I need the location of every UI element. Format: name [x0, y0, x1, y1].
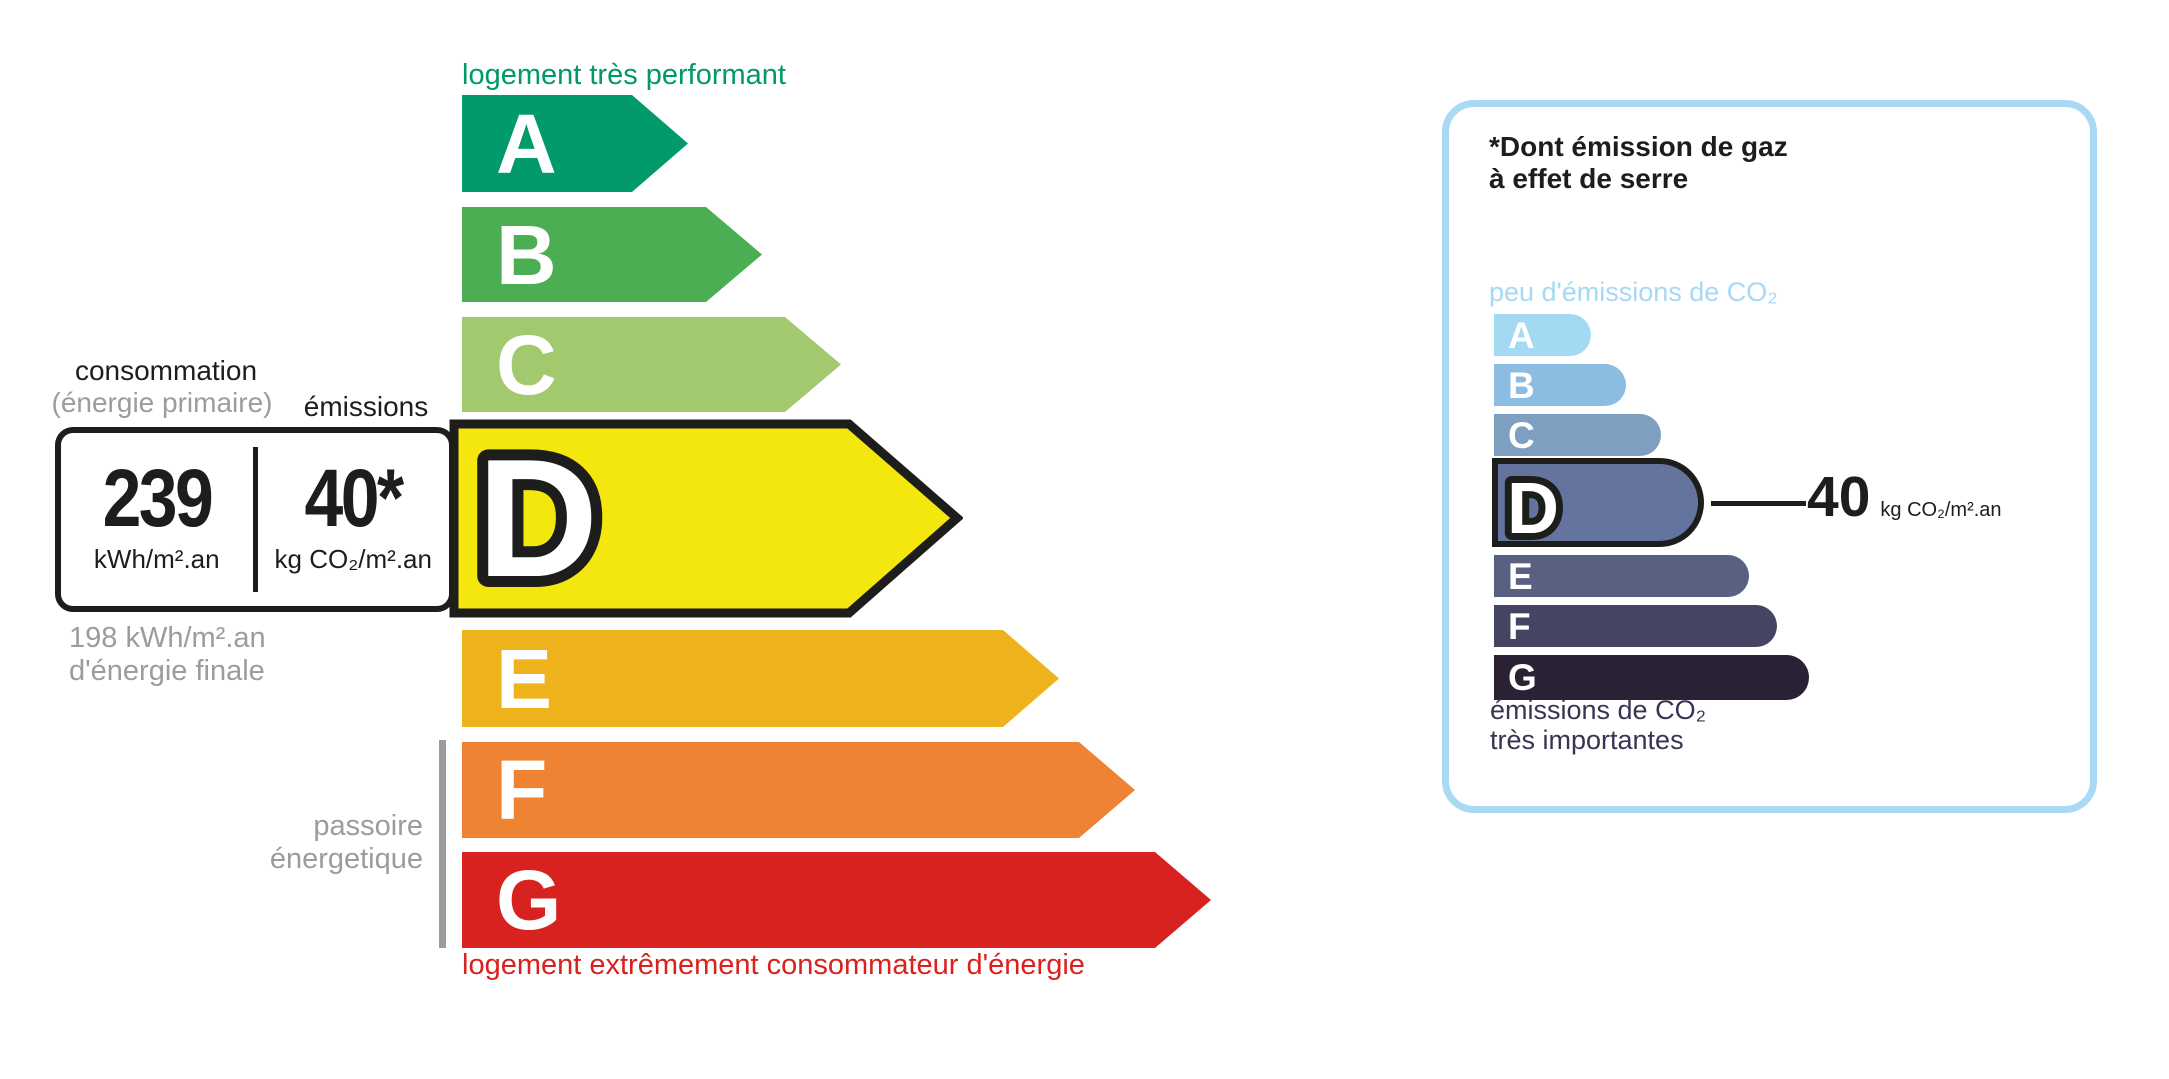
- co2-class-bar-b: B: [1494, 364, 1626, 406]
- energy-class-bar-c: C: [462, 317, 841, 412]
- co2-value-group: 40 kg CO₂/m².an: [1807, 469, 2002, 526]
- co2-scale-top-label: peu d'émissions de CO₂: [1489, 277, 1778, 307]
- emissions-unit: kg CO₂/m².an: [274, 544, 432, 574]
- co2-panel-title: *Dont émission de gaz à effet de serre: [1489, 131, 1788, 195]
- co2-bottom-line1: émissions de CO₂: [1490, 695, 1707, 725]
- primary-energy-subheader: (énergie primaire): [51, 387, 273, 418]
- consumption-emissions-box: 239 kWh/m².an 40* kg CO₂/m².an: [55, 427, 455, 612]
- energy-class-bar-letter: A: [496, 96, 557, 191]
- final-energy-line1: 198 kWh/m².an: [69, 622, 266, 654]
- consumption-header: consommation: [74, 355, 258, 386]
- selected-energy-letter-outline: D: [477, 424, 598, 612]
- co2-class-bar-a: A: [1494, 314, 1591, 356]
- consumption-value: 239: [102, 453, 213, 544]
- energy-class-bar-letter: G: [496, 853, 562, 947]
- co2-bottom-line2: très importantes: [1490, 725, 1684, 755]
- final-energy-line2: d'énergie finale: [69, 655, 265, 687]
- selected-energy-letter: D: [477, 424, 598, 612]
- energy-class-bar-g: G: [462, 852, 1211, 948]
- energy-class-bar-e: E: [462, 630, 1059, 727]
- co2-class-bar-f: F: [1494, 605, 1777, 647]
- energy-class-bar-letter: C: [496, 317, 557, 412]
- energy-sieve-line1: passoire: [313, 810, 423, 842]
- energy-class-bar-letter: B: [496, 207, 557, 302]
- selected-co2-class-pill: [1492, 458, 1704, 547]
- energy-sieve-label: passoire énergetique: [205, 810, 423, 876]
- energy-scale-bottom-label: logement extrêmement consommateur d'éner…: [462, 949, 1085, 981]
- energy-class-bar-letter: F: [496, 743, 548, 837]
- co2-value-unit: kg CO₂/m².an: [1880, 499, 2002, 521]
- emissions-column: 40* kg CO₂/m².an: [258, 433, 450, 606]
- selected-co2-letter-svg: D D: [1501, 467, 1566, 545]
- co2-class-bar-letter: F: [1508, 605, 1531, 647]
- emissions-header: émissions: [303, 391, 429, 422]
- co2-class-bar-letter: G: [1508, 657, 1537, 698]
- final-energy-note: 198 kWh/m².an d'énergie finale: [69, 622, 266, 688]
- co2-class-bar-letter: B: [1508, 364, 1535, 406]
- co2-value-connector: [1711, 501, 1806, 506]
- co2-panel-title-line2: à effet de serre: [1489, 163, 1689, 194]
- co2-class-bar-c: C: [1494, 414, 1661, 456]
- co2-scale-bottom-label: émissions de CO₂ très importantes: [1490, 695, 1706, 755]
- energy-sieve-line2: énergetique: [269, 843, 423, 875]
- emissions-value: 40*: [304, 453, 405, 544]
- consumption-unit: kWh/m².an: [93, 544, 220, 574]
- co2-value: 40: [1807, 465, 1871, 529]
- co2-class-bar-letter: A: [1508, 314, 1535, 356]
- box-divider: [252, 447, 258, 592]
- energy-class-bar-f: F: [462, 742, 1135, 838]
- co2-class-bar-e: E: [1494, 555, 1749, 597]
- energy-class-bar-a: A: [462, 95, 688, 192]
- co2-class-bar-g: G: [1494, 655, 1809, 700]
- energy-sieve-bracket: [439, 740, 446, 948]
- co2-emissions-panel: *Dont émission de gaz à effet de serre p…: [1442, 100, 2097, 813]
- co2-panel-title-line1: *Dont émission de gaz: [1489, 131, 1788, 162]
- selected-energy-class-arrow: D D: [449, 419, 963, 619]
- selected-co2-letter: D: [1507, 469, 1559, 545]
- energy-scale-top-label: logement très performant: [462, 59, 786, 91]
- consumption-column: 239 kWh/m².an: [61, 433, 253, 606]
- co2-class-bar-letter: E: [1508, 555, 1533, 597]
- energy-class-bar-letter: E: [496, 631, 553, 726]
- selected-co2-letter-outline: D: [1507, 469, 1559, 545]
- co2-class-bar-letter: C: [1508, 414, 1535, 456]
- energy-class-bar-b: B: [462, 207, 762, 302]
